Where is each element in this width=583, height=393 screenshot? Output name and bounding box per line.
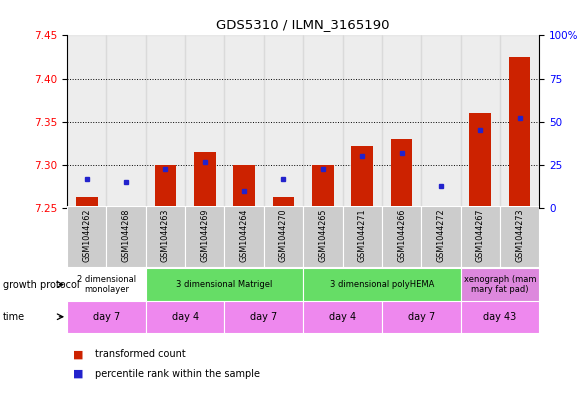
- Text: GSM1044272: GSM1044272: [437, 208, 445, 262]
- Text: GSM1044262: GSM1044262: [82, 208, 91, 262]
- Bar: [264, 35, 303, 208]
- Text: percentile rank within the sample: percentile rank within the sample: [95, 369, 260, 379]
- Bar: [154, 165, 176, 208]
- Bar: [421, 35, 461, 208]
- Text: day 4: day 4: [329, 312, 356, 322]
- Bar: [382, 301, 461, 333]
- Bar: [469, 113, 491, 208]
- Text: day 7: day 7: [408, 312, 435, 322]
- Text: 3 dimensional polyHEMA: 3 dimensional polyHEMA: [329, 280, 434, 289]
- Bar: [500, 35, 539, 208]
- Text: 2 dimensional
monolayer: 2 dimensional monolayer: [77, 275, 136, 294]
- Text: time: time: [3, 312, 25, 322]
- Bar: [382, 206, 421, 267]
- Text: ■: ■: [73, 369, 83, 379]
- Text: day 7: day 7: [250, 312, 278, 322]
- Bar: [67, 268, 146, 301]
- Bar: [303, 268, 461, 301]
- Bar: [461, 301, 539, 333]
- Bar: [194, 152, 216, 208]
- Bar: [106, 35, 146, 208]
- Bar: [67, 35, 106, 208]
- Bar: [273, 197, 294, 208]
- Bar: [106, 206, 146, 267]
- Text: GSM1044270: GSM1044270: [279, 208, 288, 262]
- Bar: [312, 165, 333, 208]
- Bar: [461, 35, 500, 208]
- Bar: [67, 206, 106, 267]
- Text: GSM1044263: GSM1044263: [161, 208, 170, 261]
- Bar: [342, 35, 382, 208]
- Bar: [146, 301, 224, 333]
- Bar: [185, 35, 224, 208]
- Bar: [303, 301, 382, 333]
- Bar: [430, 207, 452, 208]
- Bar: [185, 206, 224, 267]
- Bar: [146, 206, 185, 267]
- Text: GSM1044267: GSM1044267: [476, 208, 484, 262]
- Text: xenograph (mam
mary fat pad): xenograph (mam mary fat pad): [463, 275, 536, 294]
- Bar: [146, 268, 303, 301]
- Text: GSM1044268: GSM1044268: [122, 208, 131, 261]
- Bar: [303, 206, 342, 267]
- Text: day 4: day 4: [171, 312, 199, 322]
- Text: 3 dimensional Matrigel: 3 dimensional Matrigel: [176, 280, 273, 289]
- Bar: [352, 146, 373, 208]
- Bar: [382, 35, 421, 208]
- Bar: [224, 301, 303, 333]
- Bar: [115, 207, 137, 208]
- Text: GSM1044273: GSM1044273: [515, 208, 524, 262]
- Text: day 43: day 43: [483, 312, 517, 322]
- Text: transformed count: transformed count: [95, 349, 186, 360]
- Text: GSM1044266: GSM1044266: [397, 208, 406, 261]
- Text: ■: ■: [73, 349, 83, 360]
- Text: GSM1044269: GSM1044269: [201, 208, 209, 262]
- Title: GDS5310 / ILMN_3165190: GDS5310 / ILMN_3165190: [216, 18, 390, 31]
- Bar: [76, 197, 97, 208]
- Text: growth protocol: growth protocol: [3, 279, 79, 290]
- Bar: [500, 206, 539, 267]
- Text: GSM1044271: GSM1044271: [358, 208, 367, 262]
- Text: GSM1044264: GSM1044264: [240, 208, 248, 261]
- Bar: [264, 206, 303, 267]
- Bar: [233, 165, 255, 208]
- Bar: [303, 35, 342, 208]
- Bar: [342, 206, 382, 267]
- Bar: [461, 206, 500, 267]
- Bar: [509, 57, 531, 208]
- Bar: [224, 35, 264, 208]
- Bar: [146, 35, 185, 208]
- Bar: [224, 206, 264, 267]
- Bar: [67, 301, 146, 333]
- Bar: [461, 268, 539, 301]
- Bar: [421, 206, 461, 267]
- Text: GSM1044265: GSM1044265: [318, 208, 327, 262]
- Bar: [391, 139, 412, 208]
- Text: day 7: day 7: [93, 312, 120, 322]
